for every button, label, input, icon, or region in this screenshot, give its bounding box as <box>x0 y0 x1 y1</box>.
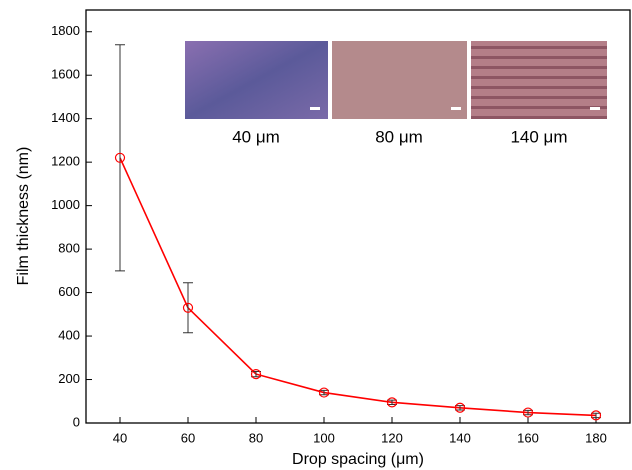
x-tick-label: 60 <box>181 430 195 445</box>
x-axis-label: Drop spacing (μm) <box>292 451 424 468</box>
inset-label: 40 μm <box>232 127 280 146</box>
error-bar <box>387 399 397 406</box>
marker <box>522 407 534 418</box>
x-tick-label: 140 <box>449 430 471 445</box>
x-tick-label: 180 <box>585 430 607 445</box>
y-tick-label: 1200 <box>51 154 80 169</box>
inset-image <box>332 41 467 119</box>
inset-image <box>185 41 328 119</box>
marker <box>454 402 466 413</box>
x-tick-label: 80 <box>249 430 263 445</box>
plot-frame <box>85 9 631 424</box>
inset-image <box>471 41 607 119</box>
x-tick-label: 120 <box>381 430 403 445</box>
scale-bar <box>310 107 320 110</box>
y-axis-label: Film thickness (nm) <box>15 147 32 286</box>
x-tick-label: 40 <box>113 430 127 445</box>
error-bar <box>115 44 125 272</box>
y-tick-label: 0 <box>73 414 80 429</box>
x-tick-label: 100 <box>313 430 335 445</box>
error-bar <box>319 389 329 396</box>
line <box>119 157 597 417</box>
y-tick-label: 400 <box>58 327 80 342</box>
marker <box>386 397 398 408</box>
inset-label: 80 μm <box>375 127 423 146</box>
y-tick-label: 1000 <box>51 197 80 212</box>
y-tick-label: 1800 <box>51 23 80 38</box>
y-tick-label: 200 <box>58 371 80 386</box>
error-bar <box>523 409 533 416</box>
y-tick-label: 1400 <box>51 110 80 125</box>
scale-bar <box>451 107 461 110</box>
x-tick-label: 160 <box>517 430 539 445</box>
marker <box>182 302 194 313</box>
inset-images <box>185 41 607 119</box>
inset-label: 140 μm <box>510 127 567 146</box>
y-tick-label: 1600 <box>51 67 80 82</box>
error-bar <box>455 405 465 411</box>
marker <box>114 152 126 163</box>
marker <box>250 368 262 380</box>
marker <box>318 387 330 398</box>
marker <box>590 410 602 421</box>
y-tick-label: 600 <box>58 284 80 299</box>
y-tick-label: 800 <box>58 241 80 256</box>
error-bar <box>591 412 601 419</box>
error-bar <box>183 282 193 334</box>
scale-bar <box>590 107 600 110</box>
